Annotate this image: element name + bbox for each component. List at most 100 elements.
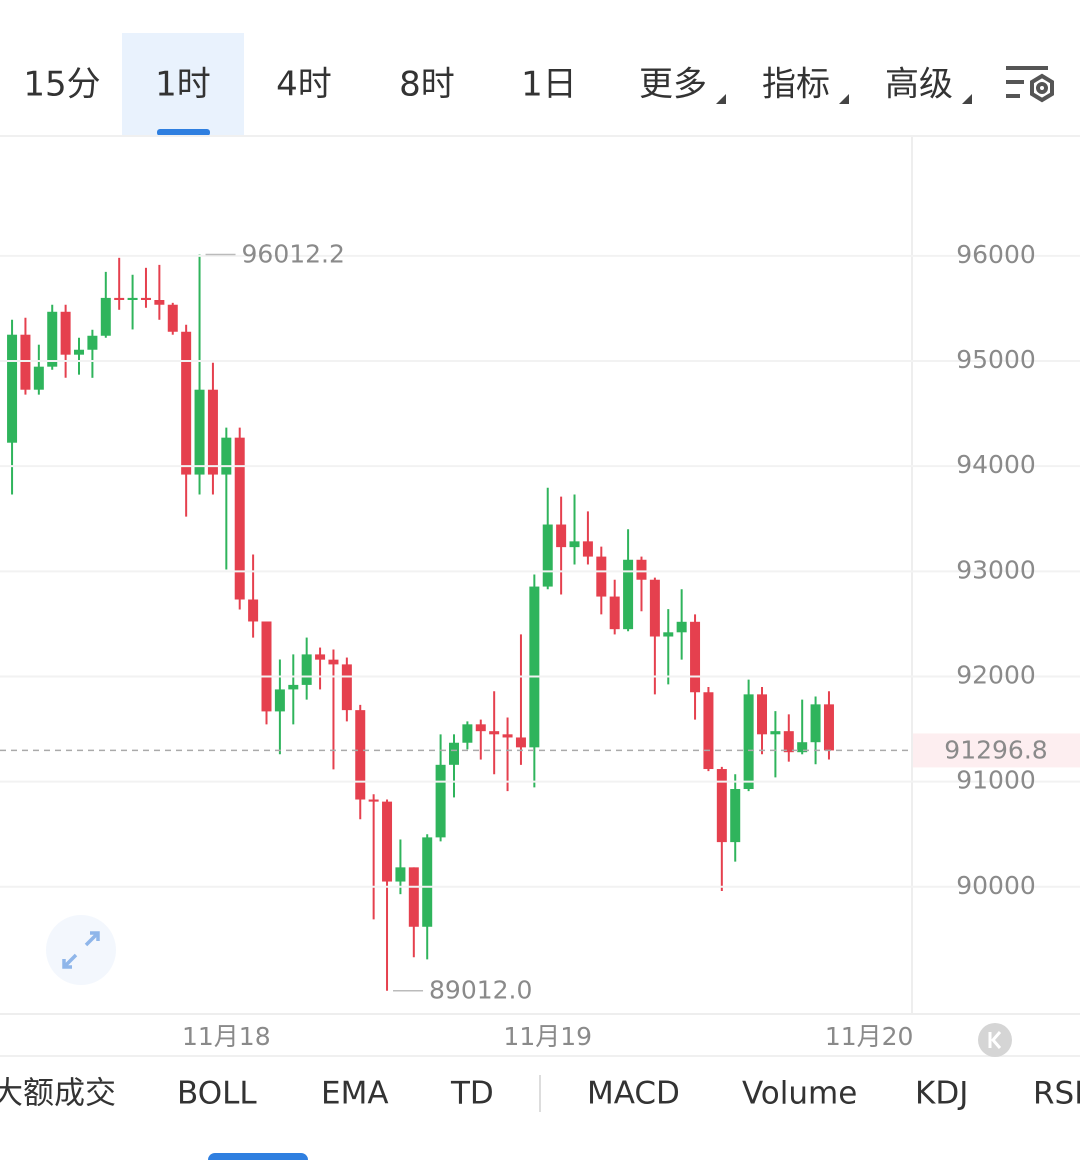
candle-body [7,334,18,443]
candle-body [489,731,500,735]
icon-hex [1030,73,1054,103]
candle-body [716,769,727,843]
candle-body [596,556,607,597]
candle-body [47,311,58,367]
candle-body [810,704,821,743]
candle-body [515,737,526,748]
tab[interactable]: 更多 [639,65,707,105]
indicator-tab[interactable]: KDJ [915,1076,968,1112]
candle-body [194,389,205,475]
dropdown-caret [839,94,849,104]
dropdown-caret [962,94,972,104]
candle-body [783,731,794,753]
candle-body [395,867,406,882]
candle-body [797,742,808,753]
plot [7,254,834,991]
min-label: 89012.0 [429,976,532,1005]
scroll-indicator [208,1153,308,1160]
candle-body [355,710,366,800]
candle-body [529,586,540,748]
candle-body [274,689,285,712]
candle-body [261,621,272,712]
active-tab-underline [157,129,210,136]
candle-body [140,297,151,301]
y-tick-label: 93000 [956,555,1036,584]
candle-body [288,684,299,690]
candle-body [234,437,245,600]
y-tick-label: 92000 [956,660,1036,689]
candle-body [475,724,486,732]
candle-body [341,664,352,711]
expand-icon [62,931,100,969]
tab[interactable]: 8时 [399,65,455,105]
y-tick-label: 90000 [956,871,1036,900]
candle-body [221,437,232,475]
candle-body [248,599,259,622]
expand-bg [46,915,116,985]
candle-body [127,297,138,301]
indicator-tab[interactable]: TD [450,1076,494,1112]
candle-body [328,659,339,665]
candle-body [676,621,687,633]
candle-body [181,331,192,475]
indicator-tab[interactable]: 大额成交 [0,1076,116,1112]
candle-body [33,366,44,390]
tab[interactable]: 1时 [155,65,211,105]
tab[interactable]: 高级 [885,65,953,105]
tab[interactable]: 1日 [521,65,577,105]
y-tick-label: 96000 [956,240,1036,269]
candle-body [462,724,473,743]
back-to-latest[interactable] [978,1023,1012,1057]
candle-body [435,764,446,838]
candle-body [663,632,674,637]
candle-body [422,837,433,927]
y-tick-label: 91000 [956,766,1036,795]
tab[interactable]: 4时 [276,65,332,105]
expand-button[interactable] [46,915,116,985]
candle-body [74,349,85,355]
candle-body [408,867,419,927]
candle-body [542,524,553,587]
candle-body [114,297,125,301]
tab[interactable]: 15分 [23,65,100,105]
dropdown-caret [716,94,726,104]
candle-body [301,654,312,685]
candle-body [730,789,741,843]
candle-body [87,335,98,350]
candle-body [770,731,781,735]
candle-body [502,734,513,738]
last-price-label: 91296.8 [944,735,1047,764]
indicator-tab[interactable]: EMA [321,1076,389,1112]
candle-body [690,621,701,693]
indicator-tab[interactable]: RSI [1033,1076,1080,1112]
indicator-tab[interactable]: Volume [742,1076,857,1112]
candle-body [315,654,326,660]
y-tick-label: 95000 [956,345,1036,374]
candle-body [20,334,31,390]
y-tick-label: 94000 [956,450,1036,479]
indicator-tab[interactable]: BOLL [177,1076,257,1112]
settings-icon[interactable] [1006,66,1054,103]
candle-body [823,704,834,751]
candle-body [636,559,647,580]
candle-body [382,801,393,882]
indicator-tab[interactable]: MACD [587,1076,680,1112]
candle-body [757,694,768,735]
candle-body [368,799,379,802]
back-bg [978,1023,1012,1057]
last-price-box [913,733,1080,768]
candle-body [207,389,218,475]
candle-body [649,579,660,637]
candle-body [556,524,567,548]
candle-body [154,300,165,305]
candle-body [100,297,111,336]
tab[interactable]: 指标 [762,65,830,105]
candle-body [743,694,754,790]
candle-body [609,596,620,630]
x-tick-label: 11月18 [182,1022,271,1051]
icon-dot [1036,82,1048,94]
x-tick-label: 11月20 [825,1022,914,1051]
max-label: 96012.2 [242,240,345,269]
candle-body [569,541,580,548]
